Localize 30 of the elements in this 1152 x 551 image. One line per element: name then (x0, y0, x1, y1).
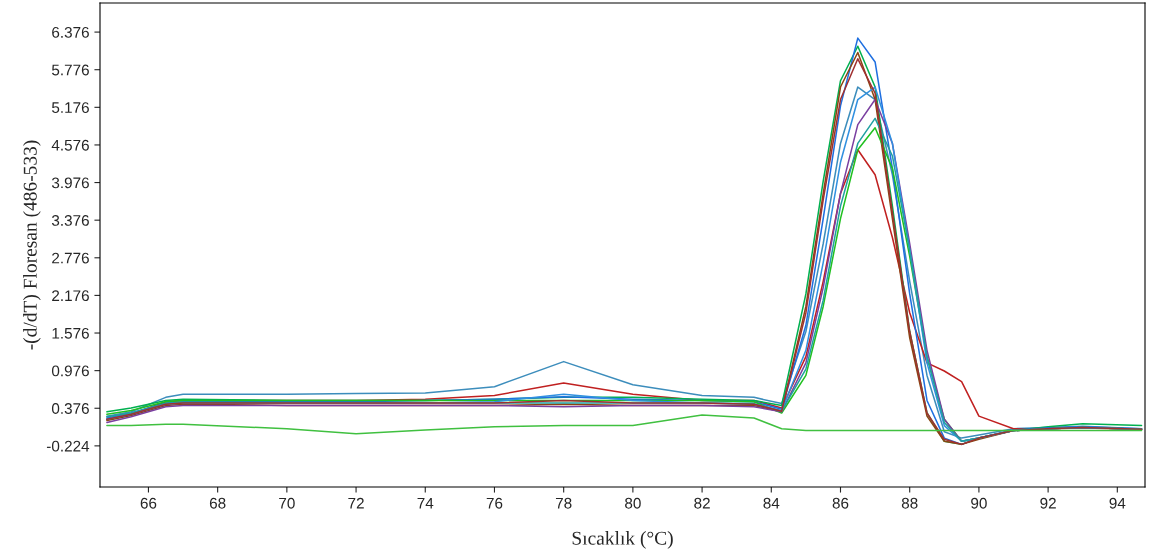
x-axis-title: Sıcaklık (°C) (572, 531, 673, 549)
y-tick-label: 6.376 (52, 26, 89, 38)
y-tick-label: 3.976 (51, 177, 89, 189)
y-tick-label: 2.176 (52, 290, 89, 302)
y-tick-label: 3.376 (51, 215, 89, 226)
y-tick-label: -0.224 (46, 440, 90, 452)
x-tick-label: 82 (694, 497, 710, 509)
x-tick-label: 70 (279, 497, 295, 509)
y-tick-label: 5.776 (51, 64, 89, 76)
x-tick-label: 78 (555, 497, 572, 509)
y-tick-label: 2.776 (52, 252, 89, 264)
x-tick-label: 86 (832, 497, 849, 509)
x-tick-label: 68 (209, 497, 226, 509)
y-tick-label: 5.176 (51, 102, 89, 114)
x-tick-label: 84 (763, 497, 780, 509)
x-tick-label: 76 (486, 497, 503, 509)
x-tick-label: 72 (348, 497, 364, 509)
x-tick-label: 88 (901, 497, 918, 509)
x-tick-label: 90 (971, 497, 987, 509)
y-tick-label: 0.976 (51, 365, 89, 377)
y-tick-label: 0.376 (51, 403, 89, 414)
x-tick-label: 80 (625, 497, 641, 509)
x-tick-label: 94 (1109, 497, 1126, 509)
y-tick-label: 4.576 (51, 139, 89, 151)
y-tick-label: 1.576 (52, 327, 89, 339)
x-tick-label: 66 (140, 497, 157, 509)
y-axis-title: -(d/dT) Floresan (486-533) (23, 140, 41, 350)
line-series (106, 414, 1143, 435)
x-tick-label: 74 (417, 497, 434, 509)
x-tick-label: 92 (1040, 497, 1056, 509)
